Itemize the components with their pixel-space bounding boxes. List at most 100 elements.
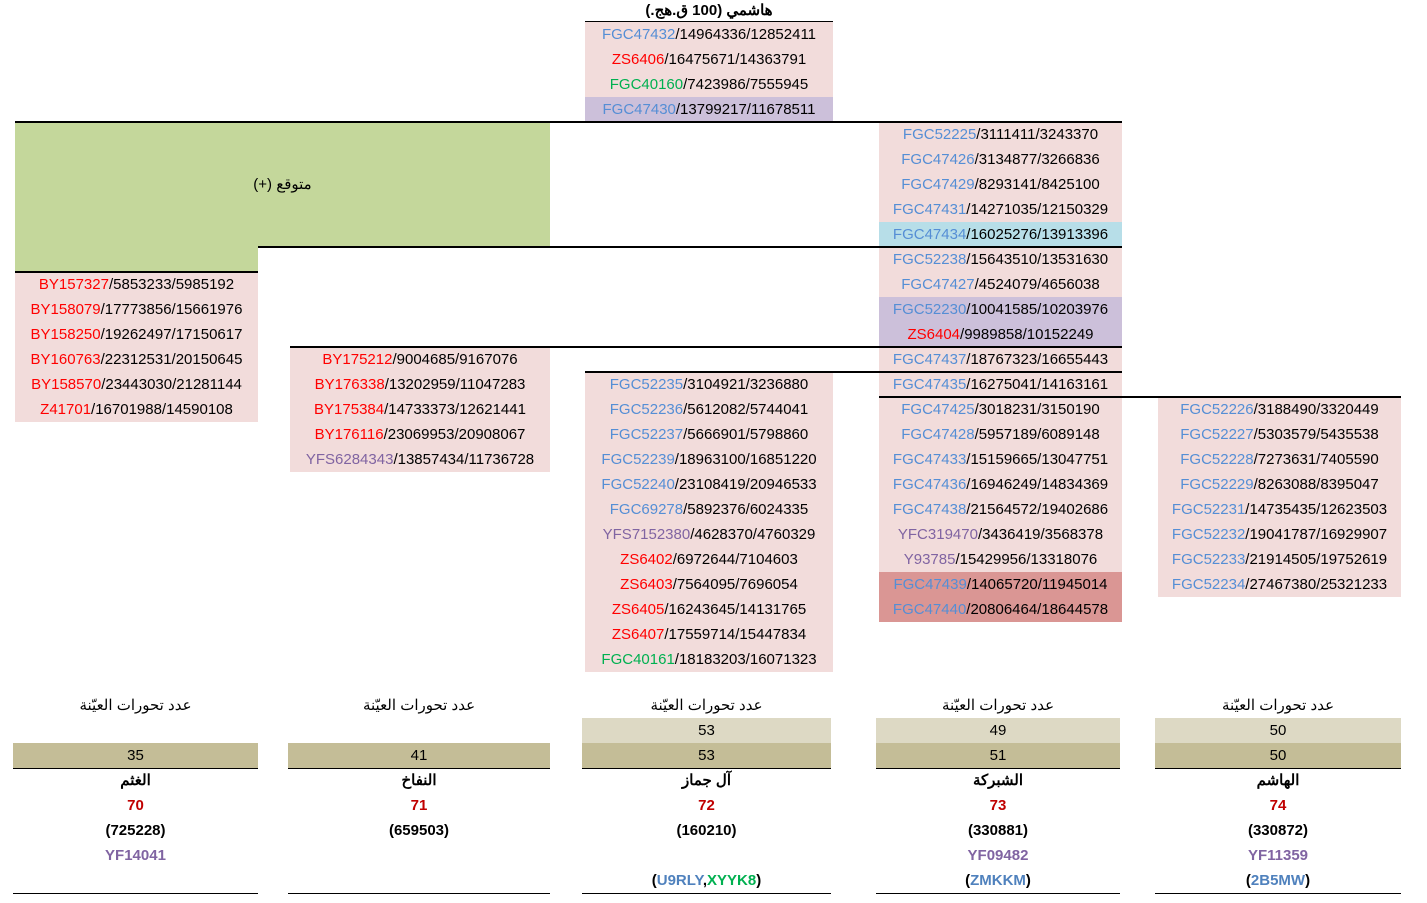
count-cell: 53 [582, 743, 831, 768]
ychr-id: YF09482 [967, 847, 1029, 864]
snp-name: FGC52225 [902, 126, 977, 143]
ychr-id: YF14041 [105, 847, 166, 864]
sample-id: (659503) [388, 822, 450, 839]
snp-name: FGC47440 [892, 601, 967, 618]
snp-row: BY158079/17773856/15661976 [15, 297, 258, 322]
expected-label: متوقع (+) [253, 176, 312, 193]
snp-row: FGC52240/23108419/20946533 [585, 472, 833, 497]
snp-row: BY158570/23443030/21281144 [15, 372, 258, 397]
snp-positions: /16475671/14363791 [664, 51, 807, 68]
snp-name: ZS6405 [611, 601, 665, 618]
family-number: 71 [410, 797, 428, 814]
snp-positions: /16243645/14131765 [664, 601, 807, 618]
kit-code: ( [1245, 872, 1251, 889]
snp-positions: /13202959/11047283 [384, 376, 526, 393]
snp-row: FGC52231/14735435/12623503 [1158, 497, 1401, 522]
snp-row: FGC52228/7273631/7405590 [1158, 447, 1401, 472]
snp-name: FGC52226 [1180, 401, 1254, 418]
snp-positions: /23108419/20946533 [674, 476, 817, 493]
snp-row: FGC52234/27467380/25321233 [1158, 572, 1401, 597]
snp-row: FGC47439/14065720/11945014 [879, 572, 1122, 597]
kit-code: XYYK8 [707, 872, 757, 889]
snp-row: FGC52239/18963100/16851220 [585, 447, 833, 472]
snp-positions: /16025276/13913396 [966, 226, 1109, 243]
separator [879, 396, 1401, 398]
snp-row: BY157327/5853233/5985192 [15, 272, 258, 297]
snp-positions: /6972644/7104603 [672, 551, 798, 568]
snp-row: ZS6404/9989858/10152249 [879, 322, 1122, 347]
snp-row: FGC47435/16275041/14163161 [879, 372, 1122, 397]
snp-row: FGC52226/3188490/3320449 [1158, 397, 1401, 422]
separator [1155, 768, 1401, 769]
sample-id: (725228) [105, 822, 166, 839]
snp-row: Y93785/15429956/13318076 [879, 547, 1122, 572]
snp-positions: /7564095/7696054 [672, 576, 798, 593]
snp-name: YFS7152380 [602, 526, 691, 543]
snp-positions: /5303579/5435538 [1253, 426, 1379, 443]
snp-positions: /3018231/3150190 [974, 401, 1100, 418]
count-label: عدد تحورات العيّنة [79, 697, 192, 714]
snp-row: FGC52229/8263088/8395047 [1158, 472, 1401, 497]
snp-row: BY158250/19262497/17150617 [15, 322, 258, 347]
snp-row: FGC47434/16025276/13913396 [879, 222, 1122, 247]
separator [13, 768, 258, 769]
kit-code: ) [1025, 872, 1031, 889]
snp-positions: /15429956/13318076 [955, 551, 1098, 568]
kit-codes: (U9RLY,XYYK8) [582, 868, 831, 893]
separator [876, 893, 1120, 894]
snp-positions: /7273631/7405590 [1253, 451, 1379, 468]
separator [585, 371, 1122, 373]
snp-row: BY176116/23069953/20908067 [290, 422, 550, 447]
snp-positions: /5666901/5798860 [683, 426, 809, 443]
snp-name: FGC47425 [901, 401, 975, 418]
snp-positions: /8263088/8395047 [1253, 476, 1379, 493]
snp-row: FGC47440/20806464/18644578 [879, 597, 1122, 622]
snp-positions: /22312531/20150645 [100, 351, 243, 368]
snp-name: FGC47432 [601, 26, 676, 43]
family-name: النفاخ [401, 772, 437, 789]
snp-positions: /3134877/3266836 [974, 151, 1100, 168]
snp-name: FGC52231 [1171, 501, 1246, 518]
snp-positions: /10041585/10203976 [966, 301, 1109, 318]
separator [1155, 893, 1401, 894]
snp-name: BY175212 [322, 351, 393, 368]
snp-positions: /13857434/11736728 [393, 451, 535, 468]
snp-positions: /15643510/13531630 [966, 251, 1109, 268]
snp-positions: /17559714/15447834 [664, 626, 807, 643]
family-name: الهاشم [1256, 772, 1300, 789]
snp-row: FGC52227/5303579/5435538 [1158, 422, 1401, 447]
snp-name: FGC52238 [892, 251, 967, 268]
snp-name: BY160763 [30, 351, 101, 368]
snp-positions: /16275041/14163161 [966, 376, 1109, 393]
snp-positions: /5612082/5744041 [683, 401, 809, 418]
snp-name: FGC52227 [1180, 426, 1254, 443]
top-title: هاشمي (100 ق.هج.) [645, 2, 773, 19]
snp-row: FGC52236/5612082/5744041 [585, 397, 833, 422]
snp-positions: /21564572/19402686 [966, 501, 1109, 518]
snp-row: FGC47437/18767323/16655443 [879, 347, 1122, 372]
snp-name: FGC47436 [892, 476, 967, 493]
kit-code: ) [1305, 872, 1311, 889]
snp-row: ZS6403/7564095/7696054 [585, 572, 833, 597]
snp-positions: /3104921/3236880 [683, 376, 809, 393]
sample-id: (330881) [967, 822, 1029, 839]
count-cell: 35 [13, 743, 258, 768]
separator [290, 346, 1122, 348]
separator [288, 768, 550, 769]
family-number: 74 [1269, 797, 1287, 814]
snp-name: FGC40160 [609, 76, 684, 93]
ychr-id: YF11359 [1247, 847, 1309, 864]
separator [876, 768, 1120, 769]
separator [15, 121, 1122, 123]
snp-name: FGC52234 [1171, 576, 1246, 593]
kit-code: ( [965, 872, 971, 889]
snp-positions: /23069953/20908067 [383, 426, 526, 443]
family-number: 70 [127, 797, 144, 814]
snp-row: FGC47426/3134877/3266836 [879, 147, 1122, 172]
expected-block [15, 122, 550, 247]
snp-name: FGC47428 [901, 426, 975, 443]
snp-name: ZS6407 [611, 626, 665, 643]
family-name: الشبركة [972, 772, 1024, 789]
snp-name: BY176338 [314, 376, 385, 393]
snp-positions: /7423986/7555945 [683, 76, 809, 93]
